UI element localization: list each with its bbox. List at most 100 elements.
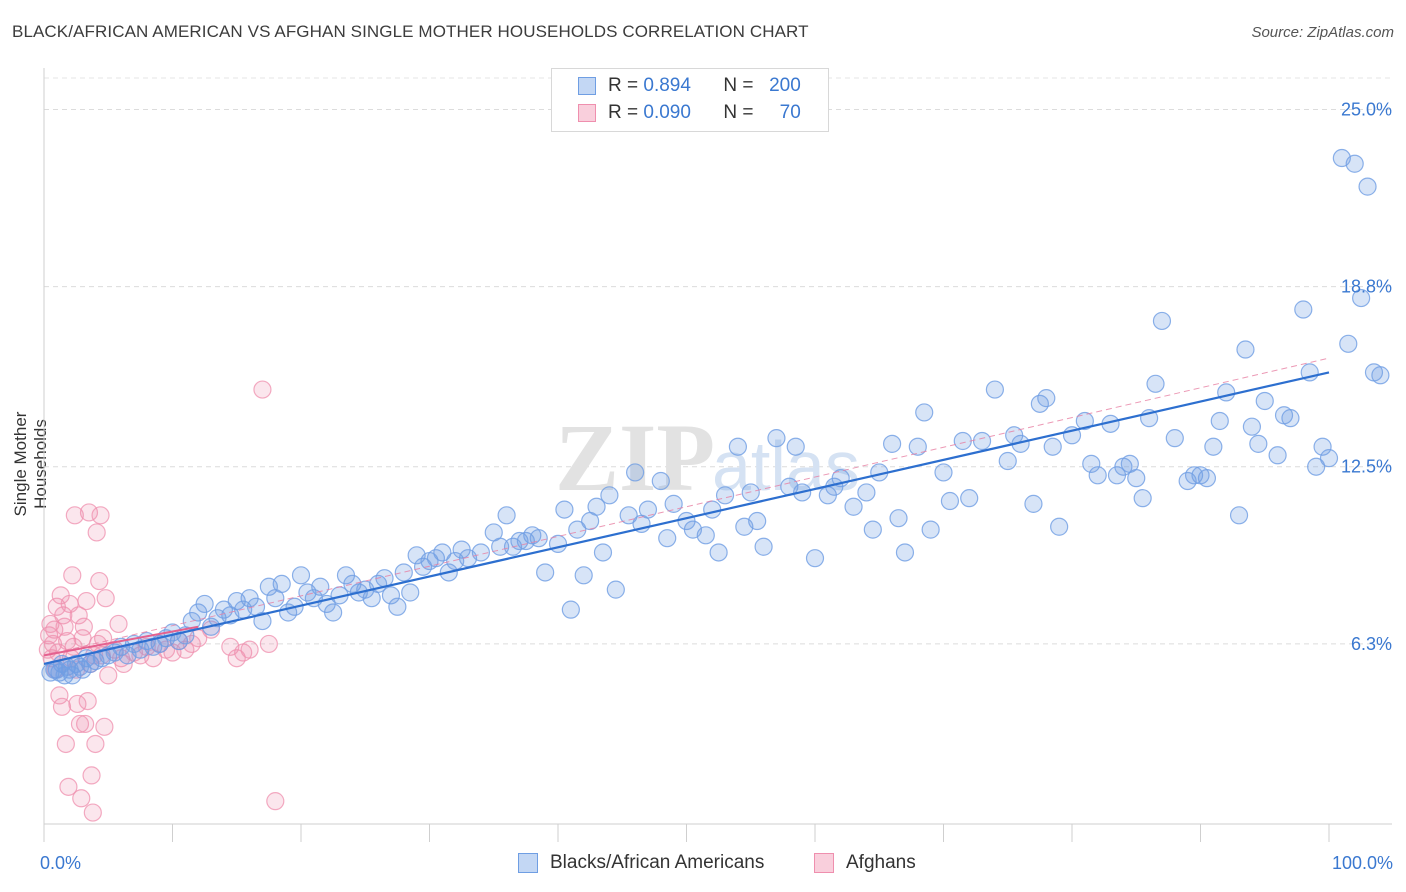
legend-item-blacks[interactable]: Blacks/African Americans [518,852,764,874]
black-point [805,549,825,568]
n-label: N = [723,75,754,96]
black-point [754,537,773,556]
stats-swatch-blacks [578,77,596,95]
black-point [81,654,100,674]
r-value: 0.894 [643,75,691,96]
black-point [908,437,927,456]
black-point [561,600,580,619]
series-legend: Blacks/African Americans Afghans [0,852,1406,878]
black-point [889,509,908,528]
afghan-point [78,691,97,711]
black-point [786,437,805,456]
afghan-point [259,634,278,654]
black-point [1281,409,1300,428]
n-value: 70 [779,102,801,123]
black-point [1339,334,1358,353]
black-point [568,520,587,539]
afghan-point [65,506,84,525]
black-point [953,431,972,451]
black-point [497,506,516,525]
legend-label-blacks: Blacks/African Americans [550,852,765,873]
black-point [703,500,722,519]
afghan-point [94,629,113,648]
black-point [1210,411,1229,431]
black-point [741,483,760,502]
black-point [715,486,735,505]
black-point [1345,154,1364,173]
black-point [388,597,407,616]
black-point [291,566,311,585]
afghan-point [90,571,109,591]
n-value: 200 [769,75,801,96]
stats-legend: R = 0.894 N = 200 R = 0.090 N = 70 [551,68,829,132]
black-point [1319,449,1339,468]
black-point [311,577,330,596]
black-point [985,380,1005,399]
black-point [1050,517,1069,536]
afghan-point [52,697,72,716]
black-point [934,463,953,482]
black-point [593,543,613,562]
afghan-point [87,523,106,542]
stats-row-afghans: R = 0.090 N = 70 [578,102,801,124]
axes [43,68,1392,842]
afghan-point [253,380,272,399]
legend-item-afghans[interactable]: Afghans [814,852,916,874]
chart-title: BLACK/AFRICAN AMERICAN VS AFGHAN SINGLE … [12,22,809,41]
black-point [1024,494,1043,513]
black-point [1197,469,1217,488]
black-point [1043,437,1062,456]
black-point [972,431,992,451]
afghan-point [91,506,110,525]
black-point [1313,437,1332,456]
black-point [857,483,876,502]
black-point [915,403,934,422]
y-tick-label: 18.8% [1341,277,1392,297]
black-point [844,497,863,516]
afghan-point [72,789,91,808]
black-point [664,494,683,513]
black-point [1268,446,1287,465]
black-point [253,611,272,631]
black-point [748,511,767,531]
r-label: R = [608,75,639,96]
afghan-point [95,717,114,736]
trend-line-blacks [43,371,1330,666]
black-point [625,463,645,482]
black-point [587,497,606,516]
black-point [1146,374,1165,393]
afghan-point [266,792,285,811]
black-point [1165,429,1184,448]
black-point [696,526,715,545]
black-point [638,500,658,519]
n-label: N = [723,102,754,123]
y-tick-label: 12.5% [1341,457,1392,477]
black-point [195,594,214,614]
black-point [709,543,728,562]
r-value: 0.090 [643,102,691,123]
r-label: R = [608,102,639,123]
black-point [1236,340,1255,359]
trend-line-afghans [43,625,199,657]
black-point [1307,457,1326,476]
black-point [1152,311,1172,331]
black-point [960,489,979,508]
black-point [1358,177,1377,196]
black-point [1352,288,1371,308]
afghan-point [76,714,95,734]
legend-swatch-blacks [518,853,538,873]
black-point [555,500,574,519]
black-point [1127,469,1146,488]
afghan-point [74,617,93,636]
afghan-point [68,694,87,714]
source-label: Source: ZipAtlas.com [1251,24,1394,41]
black-point [1229,506,1249,525]
black-point [1037,389,1056,408]
black-point [921,520,940,539]
black-point [767,429,786,448]
afghan-point [56,734,75,754]
black-point [471,543,490,562]
black-point [1204,437,1223,456]
afghan-point [83,803,102,822]
black-point [433,543,452,562]
